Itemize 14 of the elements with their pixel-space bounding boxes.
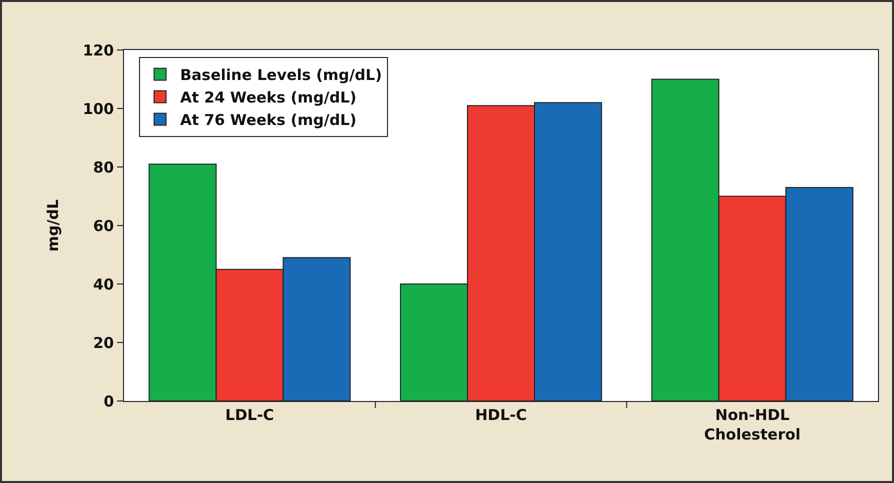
y-tick-label: 100: [82, 100, 114, 118]
y-tick-label: 20: [93, 334, 114, 352]
y-axis-title: mg/dL: [44, 198, 62, 252]
x-tick-label: Non-HDL Cholesterol: [704, 406, 801, 444]
y-tick-label: 40: [93, 275, 114, 294]
legend-label: Baseline Levels (mg/dL): [180, 66, 382, 84]
y-tick-label: 120: [82, 41, 114, 60]
y-tick-label: 80: [93, 158, 114, 176]
y-tick-label: 0: [104, 392, 114, 410]
legend-label: At 24 Weeks (mg/dL): [180, 88, 357, 107]
y-tick-label: 60: [93, 216, 114, 235]
legend-label: At 76 Weeks (mg/dL): [180, 111, 357, 130]
x-tick-label: HDL-C: [475, 406, 527, 424]
x-tick-label: LDL-C: [225, 406, 274, 424]
